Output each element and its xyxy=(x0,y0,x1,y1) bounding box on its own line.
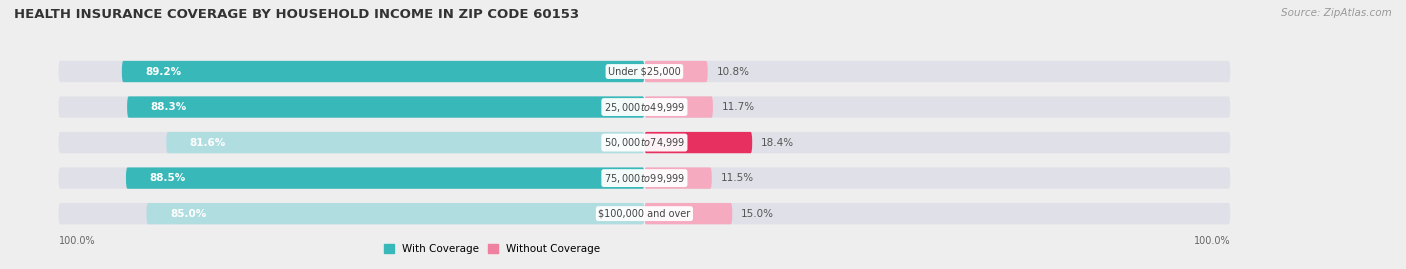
Text: $50,000 to $74,999: $50,000 to $74,999 xyxy=(603,136,685,149)
Text: Under $25,000: Under $25,000 xyxy=(607,66,681,76)
FancyBboxPatch shape xyxy=(644,167,1230,189)
Text: 18.4%: 18.4% xyxy=(761,137,794,148)
FancyBboxPatch shape xyxy=(644,167,711,189)
FancyBboxPatch shape xyxy=(59,61,644,82)
FancyBboxPatch shape xyxy=(644,96,713,118)
Text: HEALTH INSURANCE COVERAGE BY HOUSEHOLD INCOME IN ZIP CODE 60153: HEALTH INSURANCE COVERAGE BY HOUSEHOLD I… xyxy=(14,8,579,21)
FancyBboxPatch shape xyxy=(644,61,707,82)
Text: 88.5%: 88.5% xyxy=(149,173,186,183)
Text: 15.0%: 15.0% xyxy=(741,209,775,219)
FancyBboxPatch shape xyxy=(644,96,1230,118)
FancyBboxPatch shape xyxy=(122,61,644,82)
Text: 85.0%: 85.0% xyxy=(170,209,207,219)
Text: $25,000 to $49,999: $25,000 to $49,999 xyxy=(603,101,685,114)
FancyBboxPatch shape xyxy=(644,132,1230,153)
FancyBboxPatch shape xyxy=(644,132,752,153)
FancyBboxPatch shape xyxy=(127,96,644,118)
FancyBboxPatch shape xyxy=(146,203,644,224)
FancyBboxPatch shape xyxy=(59,96,644,118)
Text: $75,000 to $99,999: $75,000 to $99,999 xyxy=(603,172,685,185)
Text: $100,000 and over: $100,000 and over xyxy=(599,209,690,219)
Text: 81.6%: 81.6% xyxy=(190,137,226,148)
FancyBboxPatch shape xyxy=(644,61,1230,82)
Text: 100.0%: 100.0% xyxy=(59,236,96,246)
FancyBboxPatch shape xyxy=(59,203,644,224)
FancyBboxPatch shape xyxy=(127,167,644,189)
FancyBboxPatch shape xyxy=(644,203,1230,224)
Text: 11.7%: 11.7% xyxy=(721,102,755,112)
Text: Source: ZipAtlas.com: Source: ZipAtlas.com xyxy=(1281,8,1392,18)
FancyBboxPatch shape xyxy=(644,203,733,224)
Legend: With Coverage, Without Coverage: With Coverage, Without Coverage xyxy=(384,244,600,254)
Text: 100.0%: 100.0% xyxy=(1194,236,1230,246)
Text: 11.5%: 11.5% xyxy=(720,173,754,183)
FancyBboxPatch shape xyxy=(166,132,644,153)
FancyBboxPatch shape xyxy=(59,132,644,153)
FancyBboxPatch shape xyxy=(59,167,644,189)
Text: 89.2%: 89.2% xyxy=(145,66,181,76)
Text: 10.8%: 10.8% xyxy=(717,66,749,76)
Text: 88.3%: 88.3% xyxy=(150,102,187,112)
